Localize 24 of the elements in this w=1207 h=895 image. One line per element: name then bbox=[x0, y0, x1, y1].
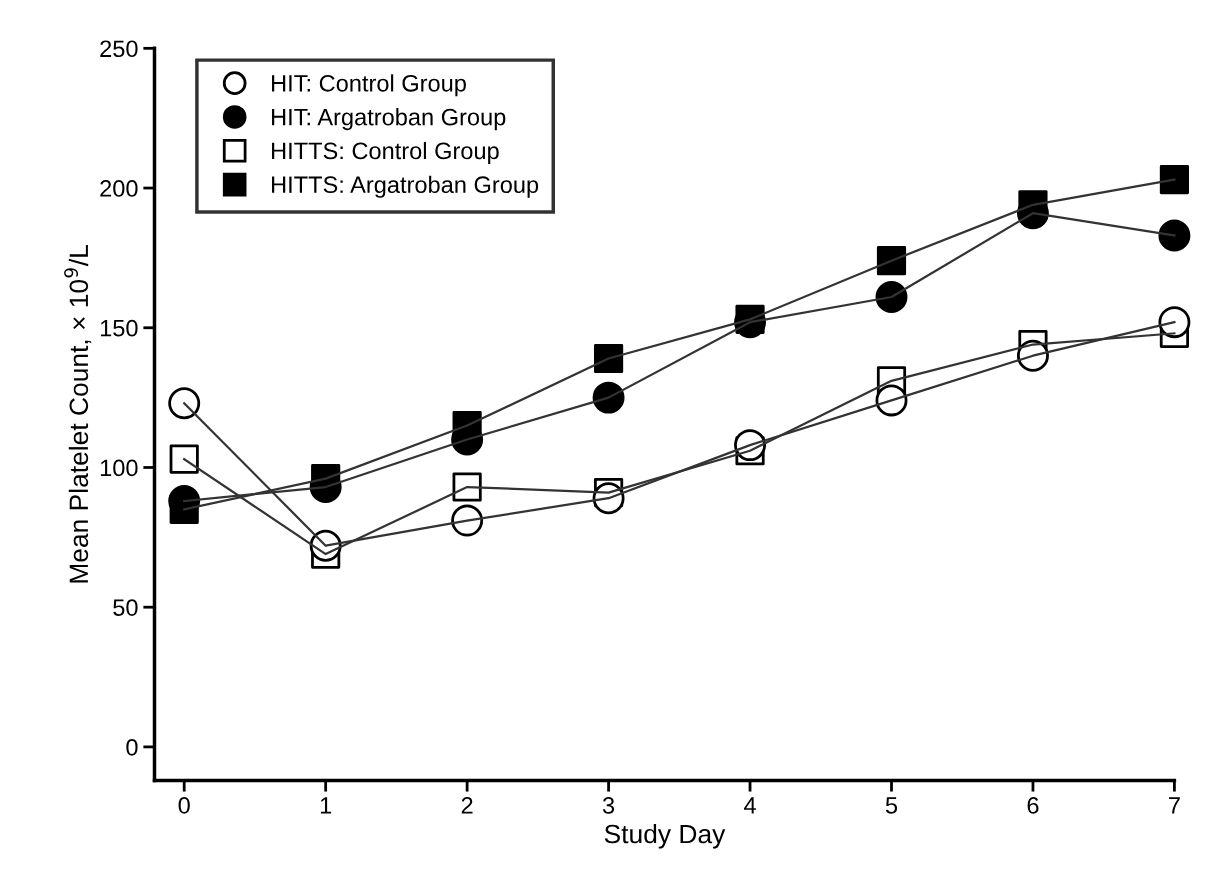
x-tick-label: 0 bbox=[178, 797, 190, 814]
point bbox=[593, 343, 624, 374]
legend-label: HIT: Argatroban Group bbox=[272, 108, 506, 131]
x-tick-label: 7 bbox=[1169, 797, 1180, 814]
y-tick-label: 150 bbox=[100, 319, 138, 337]
y-tick-label: 50 bbox=[113, 599, 138, 616]
point bbox=[1159, 165, 1189, 195]
y-tick-label: 100 bbox=[100, 459, 138, 477]
legend-label: HIT: Control Group bbox=[272, 74, 466, 97]
x-axis-title: Study Day bbox=[604, 823, 726, 849]
point bbox=[876, 246, 907, 276]
x-tick-label: 3 bbox=[602, 797, 615, 814]
y-tick-label: 200 bbox=[100, 180, 138, 197]
y-tick-label: 250 bbox=[100, 40, 138, 58]
x-tick-label: 4 bbox=[744, 797, 756, 814]
y-tick-label: 0 bbox=[126, 738, 138, 756]
x-tick-label: 5 bbox=[885, 797, 898, 814]
x-tick-label: 6 bbox=[1027, 797, 1039, 814]
legend-label: HITTS: Argatroban Group bbox=[272, 175, 539, 198]
y-axis-title: Mean Platelet Count, × 10$^{9}$/L bbox=[64, 245, 92, 583]
point bbox=[169, 444, 199, 474]
x-tick-label: 1 bbox=[320, 797, 332, 814]
legend-label: HITTS: Control Group bbox=[272, 141, 499, 164]
x-tick-label: 2 bbox=[461, 797, 473, 814]
